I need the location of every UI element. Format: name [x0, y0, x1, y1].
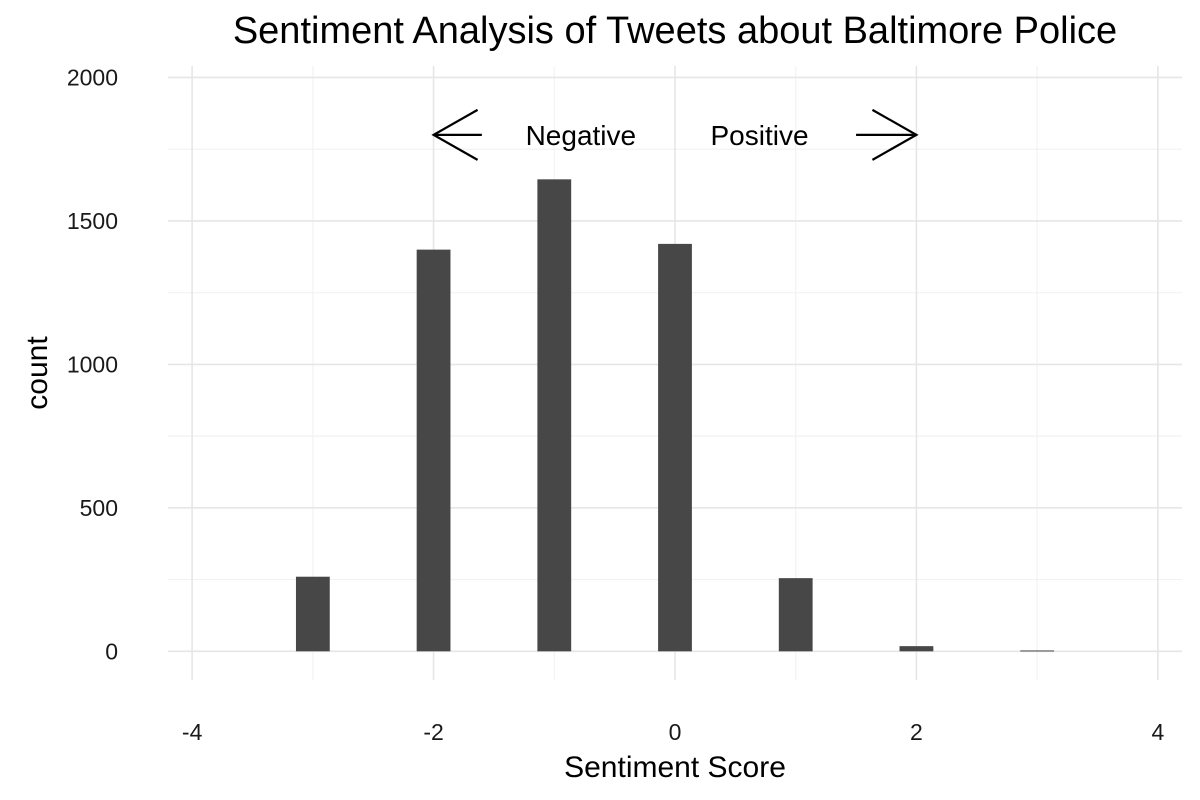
histogram-bar	[899, 646, 934, 652]
x-tick-label: 0	[669, 719, 682, 745]
arrow-head	[871, 108, 919, 161]
y-tick-label: 1500	[67, 208, 118, 234]
positive-label: Positive	[710, 120, 808, 151]
y-tick-label: 0	[105, 638, 118, 664]
annotations: Negative Positive	[431, 108, 919, 161]
positive-arrow	[856, 108, 919, 161]
negative-label: Negative	[526, 120, 637, 151]
x-tick-label: -4	[182, 719, 203, 745]
arrow-head	[431, 108, 479, 161]
tick-labels: -4 -2 0 2 4 0 500 1000 1500 2000	[67, 64, 1165, 745]
x-tick-label: -2	[423, 719, 443, 745]
histogram-bar	[778, 578, 813, 652]
y-tick-label: 1000	[67, 351, 118, 377]
histogram-bar	[658, 243, 692, 652]
y-axis-title: count	[21, 336, 54, 410]
negative-arrow	[431, 108, 482, 161]
x-axis-title: Sentiment Score	[564, 751, 786, 784]
y-tick-label: 2000	[67, 64, 118, 90]
x-tick-label: 2	[910, 719, 923, 745]
histogram-bar	[295, 576, 330, 652]
histogram-bar	[1020, 650, 1055, 652]
bars	[295, 179, 1055, 652]
histogram-bar	[537, 179, 572, 652]
chart-title: Sentiment Analysis of Tweets about Balti…	[232, 10, 1118, 52]
y-tick-label: 500	[80, 495, 118, 521]
x-tick-label: 4	[1151, 719, 1164, 745]
histogram-bar	[416, 249, 451, 652]
